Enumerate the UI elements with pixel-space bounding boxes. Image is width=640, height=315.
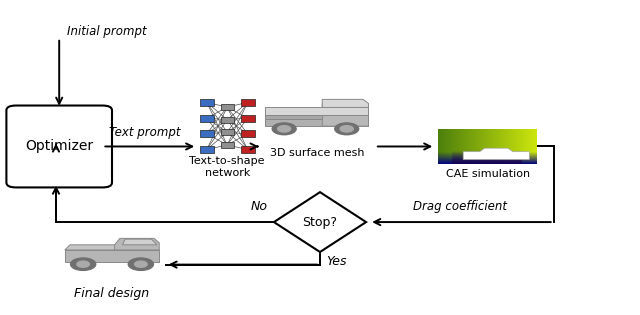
Circle shape bbox=[340, 126, 353, 132]
Text: Yes: Yes bbox=[326, 255, 347, 268]
Polygon shape bbox=[274, 192, 366, 252]
FancyBboxPatch shape bbox=[241, 99, 255, 106]
Circle shape bbox=[70, 258, 96, 270]
Circle shape bbox=[128, 258, 154, 270]
FancyBboxPatch shape bbox=[200, 99, 214, 106]
Circle shape bbox=[278, 126, 291, 132]
Circle shape bbox=[272, 123, 296, 135]
Polygon shape bbox=[265, 116, 369, 126]
Circle shape bbox=[134, 261, 147, 267]
Polygon shape bbox=[322, 100, 369, 107]
Polygon shape bbox=[115, 238, 159, 250]
FancyBboxPatch shape bbox=[221, 129, 234, 135]
Polygon shape bbox=[65, 245, 159, 250]
FancyBboxPatch shape bbox=[241, 115, 255, 122]
Text: Optimizer: Optimizer bbox=[25, 140, 93, 153]
Polygon shape bbox=[265, 107, 369, 116]
Polygon shape bbox=[322, 103, 369, 126]
FancyBboxPatch shape bbox=[221, 142, 234, 148]
Text: Stop?: Stop? bbox=[303, 215, 337, 229]
Text: Drag coefficient: Drag coefficient bbox=[413, 200, 507, 213]
FancyBboxPatch shape bbox=[221, 104, 234, 110]
Text: Text-to-shape
network: Text-to-shape network bbox=[189, 156, 265, 178]
Circle shape bbox=[335, 123, 358, 135]
FancyBboxPatch shape bbox=[200, 115, 214, 122]
FancyBboxPatch shape bbox=[200, 146, 214, 153]
FancyBboxPatch shape bbox=[241, 130, 255, 137]
Text: No: No bbox=[250, 200, 268, 213]
Polygon shape bbox=[65, 250, 159, 261]
Circle shape bbox=[77, 261, 90, 267]
Text: 3D surface mesh: 3D surface mesh bbox=[269, 148, 364, 158]
FancyBboxPatch shape bbox=[221, 117, 234, 123]
FancyBboxPatch shape bbox=[6, 106, 112, 187]
Text: Initial prompt: Initial prompt bbox=[67, 25, 147, 38]
Polygon shape bbox=[265, 116, 322, 119]
Text: Final design: Final design bbox=[74, 287, 150, 300]
Text: CAE simulation: CAE simulation bbox=[446, 169, 530, 179]
FancyBboxPatch shape bbox=[200, 130, 214, 137]
FancyBboxPatch shape bbox=[241, 146, 255, 153]
Text: Text prompt: Text prompt bbox=[109, 126, 180, 139]
Polygon shape bbox=[122, 239, 157, 245]
